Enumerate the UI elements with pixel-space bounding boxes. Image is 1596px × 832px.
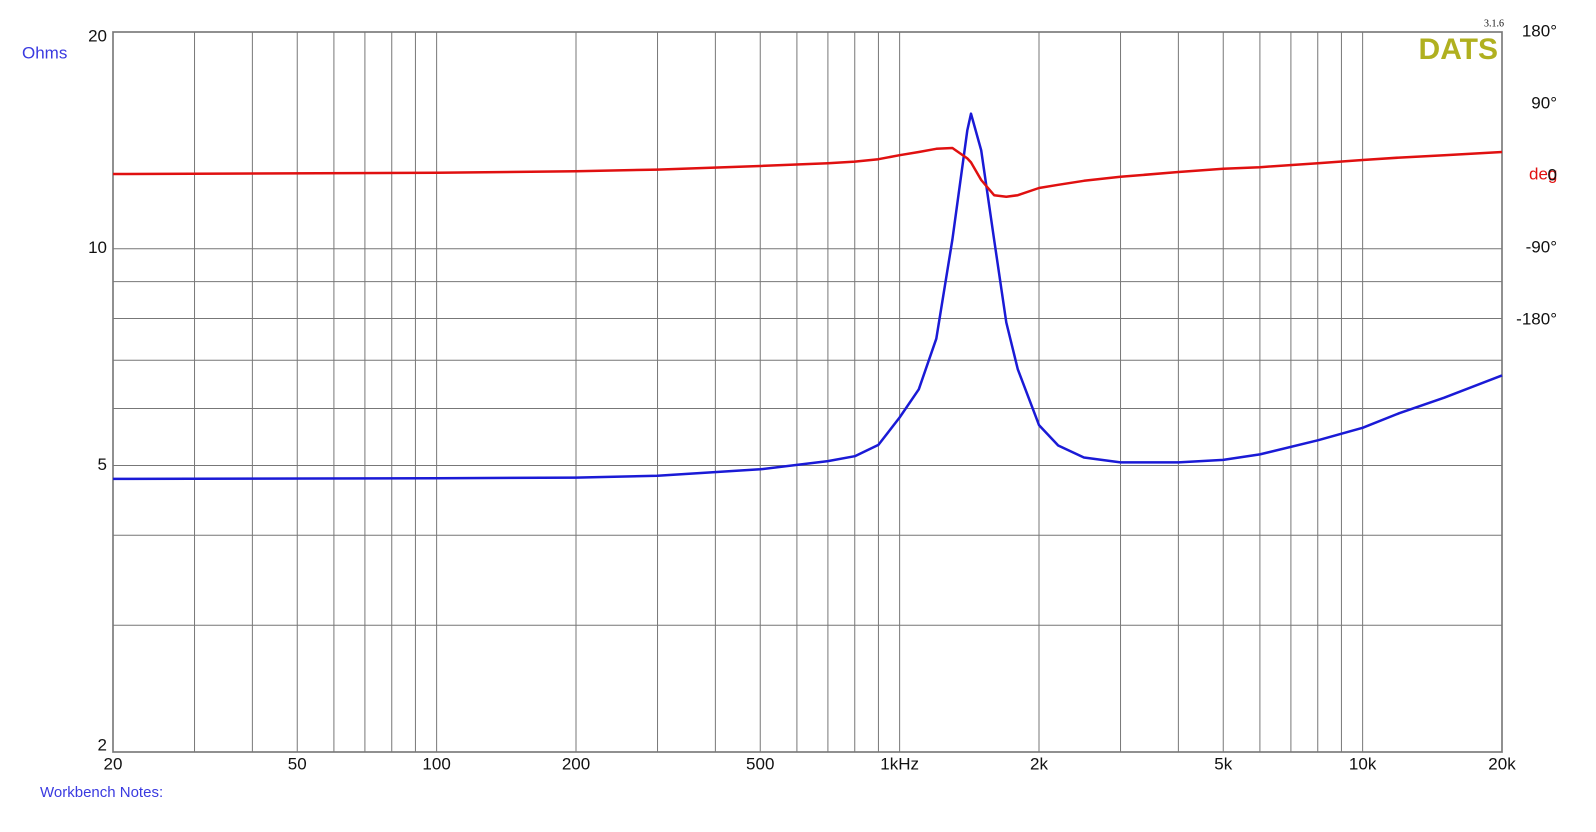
plot-frame (112, 31, 1503, 753)
x-tick-label: 500 (746, 754, 774, 773)
x-tick-label: 2k (1030, 754, 1048, 773)
series-line (112, 112, 1503, 481)
x-tick-label: 100 (422, 754, 450, 773)
y-tick-label: 2 (98, 735, 107, 754)
y2-tick-label: -90° (1526, 237, 1557, 256)
y2-tick-label: 90° (1531, 93, 1557, 112)
y-axis-label: Ohms (22, 43, 67, 62)
y2-tick-label: 180° (1522, 21, 1557, 40)
series-line (112, 146, 1503, 199)
x-tick-label: 50 (288, 754, 307, 773)
y-tick-label: 10 (88, 238, 107, 257)
x-tick-label: 5k (1214, 754, 1232, 773)
version: 3.1.6 (1484, 18, 1504, 29)
brand: DATS (1419, 33, 1498, 66)
x-tick-label: 20 (104, 754, 123, 773)
y2-tick-label: 0 (1548, 165, 1557, 184)
x-tick-label: 200 (562, 754, 590, 773)
y2-axis-label: deg (1529, 164, 1557, 183)
y-tick-label: 5 (98, 455, 107, 474)
x-tick-label: 10k (1349, 754, 1377, 773)
x-tick-label: 1kHz (880, 754, 919, 773)
x-tick-label: 20k (1488, 754, 1516, 773)
y-tick-label: 20 (88, 26, 107, 45)
notes: Workbench Notes: (40, 784, 163, 801)
y2-tick-label: -180° (1516, 309, 1557, 328)
